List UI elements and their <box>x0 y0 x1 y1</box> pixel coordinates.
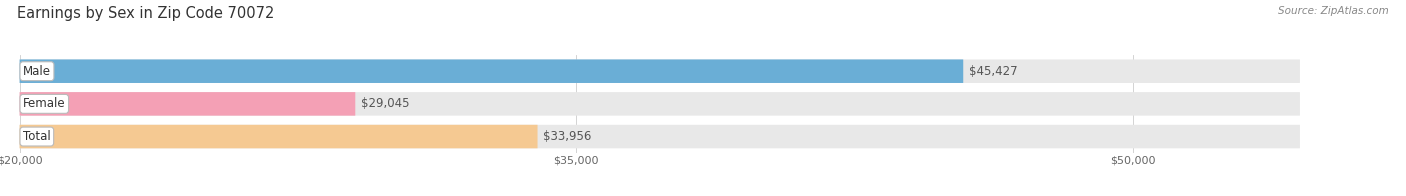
Text: $45,427: $45,427 <box>969 65 1018 78</box>
Text: Female: Female <box>22 97 66 110</box>
Text: Earnings by Sex in Zip Code 70072: Earnings by Sex in Zip Code 70072 <box>17 6 274 21</box>
Text: Source: ZipAtlas.com: Source: ZipAtlas.com <box>1278 6 1389 16</box>
FancyBboxPatch shape <box>20 92 356 116</box>
FancyBboxPatch shape <box>20 92 1301 116</box>
FancyBboxPatch shape <box>20 59 963 83</box>
FancyBboxPatch shape <box>20 125 1301 148</box>
Text: $33,956: $33,956 <box>543 130 592 143</box>
FancyBboxPatch shape <box>20 125 537 148</box>
Text: $29,045: $29,045 <box>361 97 409 110</box>
FancyBboxPatch shape <box>20 59 1301 83</box>
Text: Total: Total <box>22 130 51 143</box>
Text: Male: Male <box>22 65 51 78</box>
